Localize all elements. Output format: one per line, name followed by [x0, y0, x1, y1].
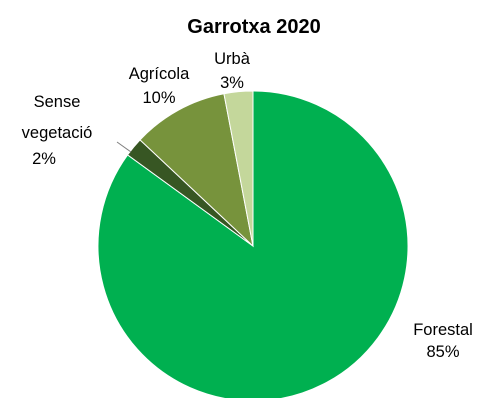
label-sense-vegetacio-name-2: vegetació [22, 124, 93, 142]
pie-slice-agricola [139, 93, 254, 248]
chart-title: Garrotxa 2020 [187, 16, 320, 38]
label-sense-vegetacio-percent: 2% [32, 150, 56, 168]
leader-line [116, 141, 132, 153]
label-urba: Urbà 3% [214, 50, 251, 92]
label-forestal-percent: 85% [426, 343, 459, 361]
label-forestal: Forestal 85% [413, 321, 473, 361]
pie-slices [97, 90, 409, 398]
pie-slice-forestal [97, 90, 409, 398]
label-urba-percent: 3% [220, 74, 244, 92]
label-agricola-name: Agrícola [129, 65, 190, 83]
pie-slice-urba [223, 90, 254, 247]
label-agricola: Agrícola 10% [129, 65, 190, 107]
label-urba-name: Urbà [214, 50, 251, 68]
label-sense-vegetacio-name-1: Sense [34, 93, 81, 111]
label-sense-vegetacio: Sense vegetació 2% [22, 93, 93, 168]
label-forestal-name: Forestal [413, 321, 473, 339]
label-agricola-percent: 10% [142, 89, 175, 107]
